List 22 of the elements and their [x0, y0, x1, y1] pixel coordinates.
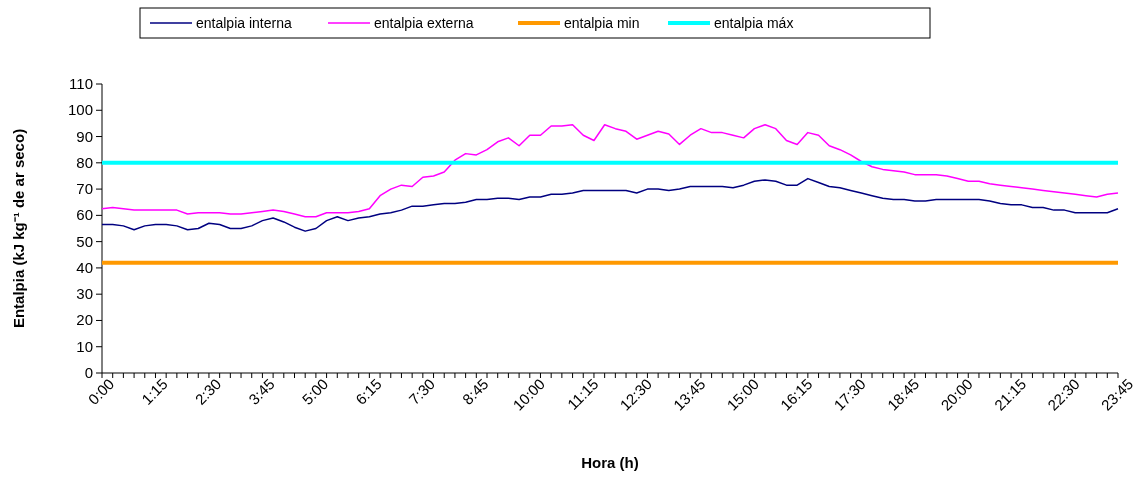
legend-label: entalpia externa [374, 15, 474, 31]
x-tick-label: 7:30 [405, 375, 439, 408]
y-tick-label: 20 [76, 311, 93, 329]
legend-label: entalpia máx [714, 15, 794, 31]
y-tick-label: 0 [84, 364, 93, 381]
y-tick-label: 100 [67, 101, 93, 119]
y-tick-label: 60 [76, 206, 93, 224]
x-tick-label: 6:15 [352, 375, 385, 408]
y-tick-label: 90 [76, 127, 93, 145]
line-series [101, 177, 1119, 232]
y-tick-label: 50 [76, 232, 93, 250]
line-series [101, 123, 1119, 218]
legend-label: entalpia interna [196, 15, 292, 31]
y-tick-label: 110 [69, 75, 93, 92]
y-tick-label: 80 [76, 153, 93, 171]
y-tick-label: 30 [76, 285, 93, 303]
y-tick-label: 70 [76, 180, 93, 198]
y-tick-label: 10 [76, 337, 93, 355]
x-axis-title: Hora (h) [581, 454, 639, 471]
y-axis-title: Entalpia (kJ kg⁻¹ de ar seco) [10, 128, 27, 329]
legend-label: entalpia min [564, 15, 640, 31]
y-tick-label: 40 [76, 258, 93, 276]
